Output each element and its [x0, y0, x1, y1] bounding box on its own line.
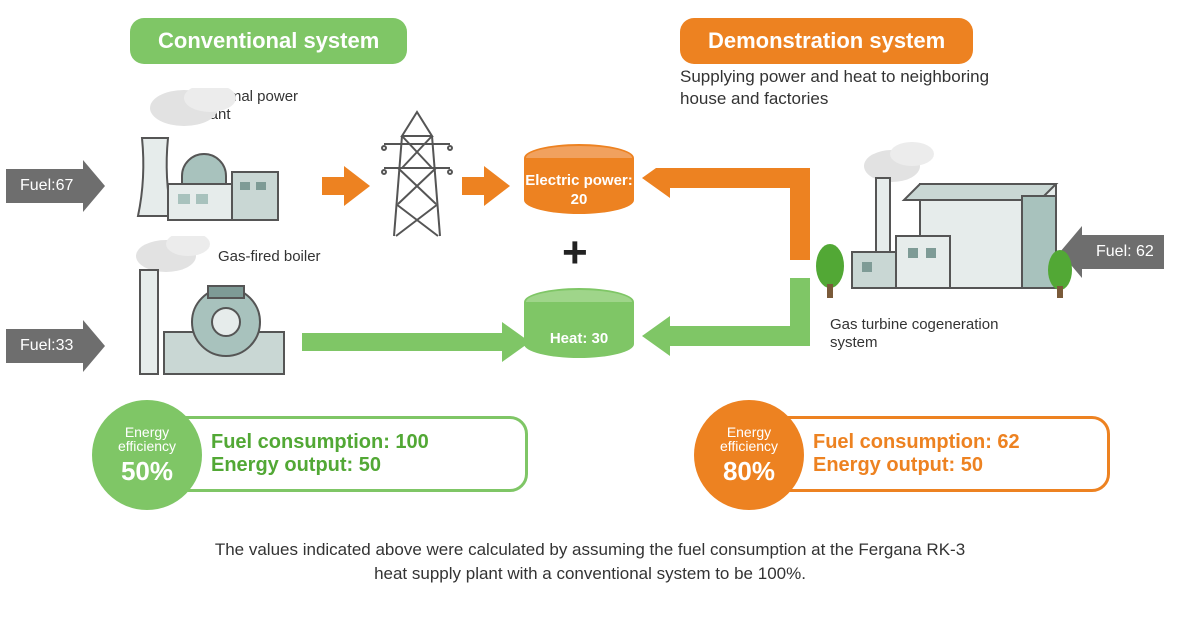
boiler-icon	[110, 236, 310, 391]
demo-eff-box: Fuel consumption: 62 Energy output: 50	[750, 416, 1110, 492]
demo-eff-pct: 80%	[723, 456, 775, 487]
plus-icon: +	[562, 228, 588, 278]
fuel-arrow-cogen-label: Fuel: 62	[1082, 235, 1164, 269]
conv-eff-circle: Energy efficiency 50%	[92, 400, 202, 510]
footnote-text: The values indicated above were calculat…	[210, 538, 970, 586]
demo-fuel-line: Fuel consumption: 62	[813, 431, 1087, 454]
conventional-badge: Conventional system	[130, 18, 407, 64]
eff-label-2: efficiency	[118, 438, 176, 454]
conv-eff-box: Fuel consumption: 100 Energy output: 50	[148, 416, 528, 492]
fuel-arrow-boiler-label: Fuel:33	[6, 329, 83, 363]
electric-cylinder: Electric power: 20	[524, 144, 634, 214]
conv-eff-pct: 50%	[121, 456, 173, 487]
fuel-arrow-thermal-label: Fuel:67	[6, 169, 83, 203]
arrow-head-icon	[83, 320, 105, 372]
demonstration-badge: Demonstration system	[680, 18, 973, 64]
electric-cylinder-label: Electric power: 20	[524, 158, 634, 214]
arrow-orange-1	[322, 166, 372, 211]
arrow-orange-2	[462, 166, 512, 211]
thermal-plant-icon	[112, 88, 312, 233]
arrow-green-boiler	[302, 322, 532, 367]
heat-cylinder: Heat: 30	[524, 288, 634, 358]
cogen-label: Gas turbine cogeneration system	[830, 316, 1030, 352]
arrow-head-icon	[83, 160, 105, 212]
cogen-plant-icon	[812, 140, 1072, 325]
demonstration-subtext: Supplying power and heat to neighboring …	[680, 66, 1040, 110]
demo-eff-circle: Energy efficiency 80%	[694, 400, 804, 510]
pylon-icon	[372, 108, 462, 243]
conv-fuel-line: Fuel consumption: 100	[211, 431, 505, 454]
conv-output-line: Energy output: 50	[211, 454, 505, 477]
arrow-green-cogen	[640, 278, 810, 363]
fuel-arrow-cogen: Fuel: 62	[1060, 226, 1164, 278]
demo-output-line: Energy output: 50	[813, 454, 1087, 477]
arrow-orange-cogen	[640, 168, 810, 283]
eff-label-2: efficiency	[720, 438, 778, 454]
heat-cylinder-label: Heat: 30	[524, 302, 634, 358]
fuel-arrow-thermal: Fuel:67	[6, 160, 105, 212]
fuel-arrow-boiler: Fuel:33	[6, 320, 105, 372]
